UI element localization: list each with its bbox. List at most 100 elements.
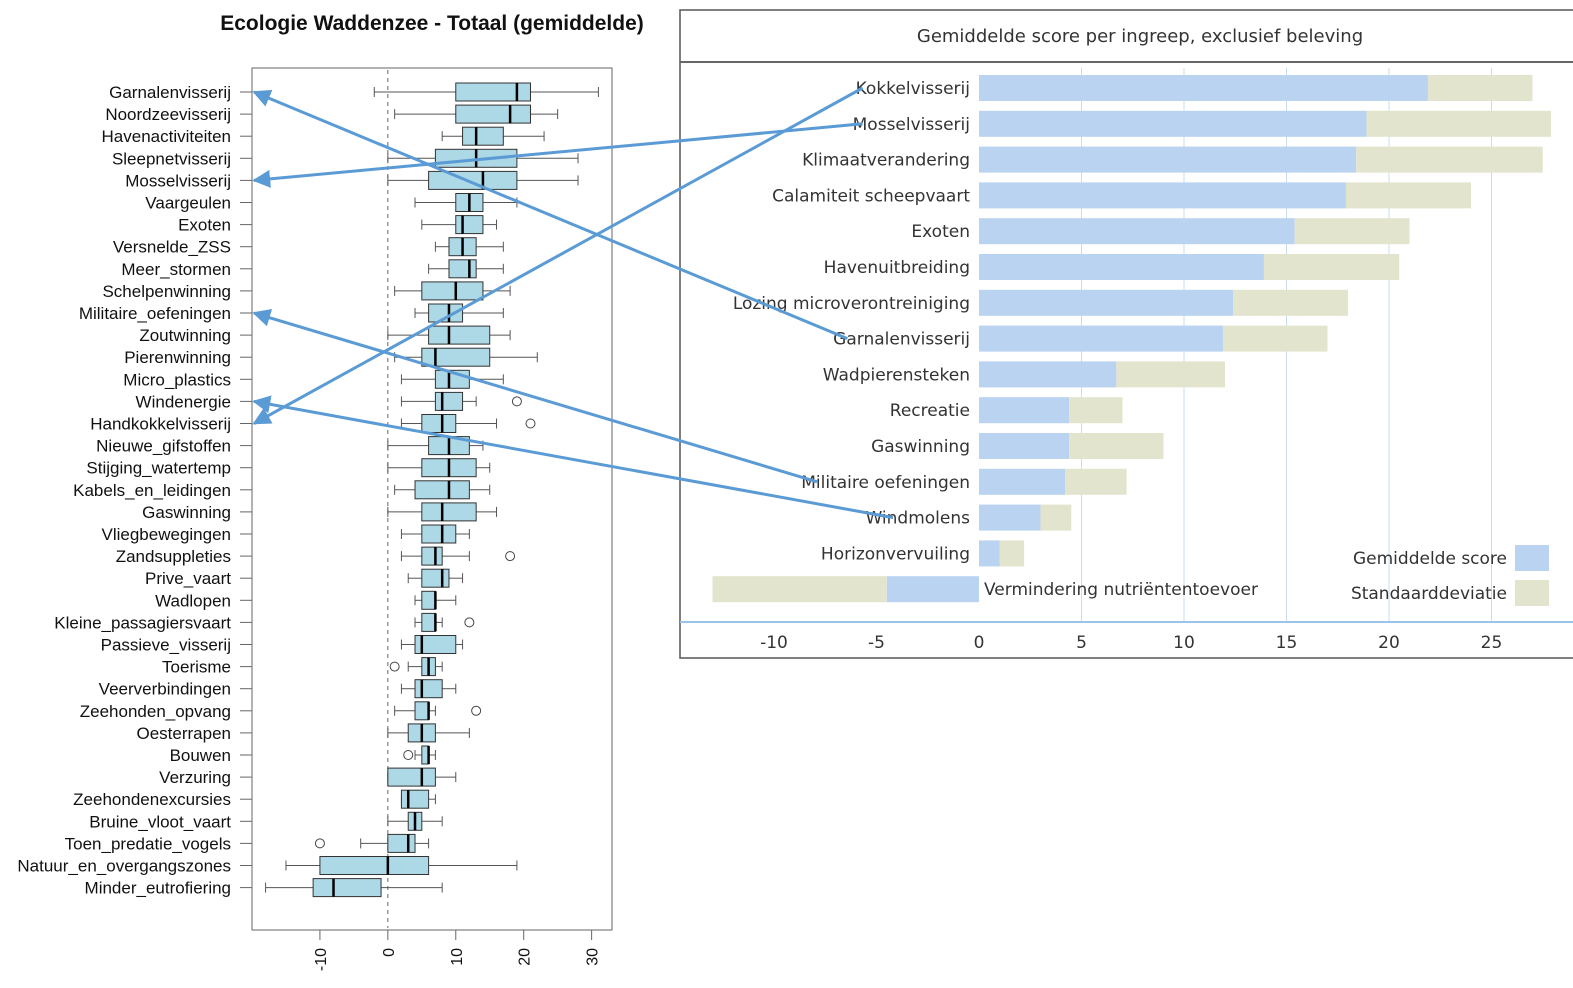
iqr-box	[455, 104, 531, 124]
boxplot-item	[428, 259, 504, 279]
bar-category-label: Kokkelvisserij	[856, 79, 970, 99]
boxplot-category-label: Prive_vaart	[145, 569, 231, 588]
x-tick-label: 0	[381, 948, 398, 957]
boxplot-category-labels: Garnalenvisserij Noordzeevisserij Havenact…	[17, 83, 252, 898]
boxplot-item	[387, 325, 511, 345]
connector-arrow	[252, 122, 863, 188]
bar-x-tick-label: 20	[1378, 633, 1400, 653]
boxplot-item	[407, 568, 464, 588]
iqr-box	[421, 546, 443, 566]
boxplot-item	[403, 745, 436, 765]
bar-chart-panel: Gemiddelde score per ingreep, exclusief …	[679, 9, 1573, 659]
outlier-point	[505, 551, 516, 562]
std-dev-bar	[1116, 361, 1225, 388]
connector-arrow	[252, 86, 864, 425]
std-dev-bar	[1356, 146, 1543, 173]
bar-category-label: Recreatie	[890, 401, 970, 421]
bar-category-label: Mosselvisserij	[853, 115, 970, 135]
iqr-box	[421, 590, 436, 610]
bar-category-label: Militaire oefeningen	[801, 473, 970, 493]
bar-x-tick-label: 10	[1173, 633, 1195, 653]
connector-arrow	[252, 395, 894, 520]
boxplot-category-label: Zeehondenexcursies	[73, 790, 231, 809]
outlier-point	[464, 617, 475, 628]
bar-chart-x-axis: -10 -5 0 5 10 15 20 25	[760, 633, 1502, 653]
std-dev-bar	[1366, 110, 1551, 137]
mean-score-bar	[886, 576, 979, 603]
iqr-box	[414, 480, 470, 500]
iqr-box	[421, 612, 436, 632]
legend-swatch	[1515, 580, 1549, 606]
boxplot-category-label: Havenactiviteiten	[102, 127, 231, 146]
mean-score-bar	[979, 325, 1223, 352]
boxplot-category-label: Pierenwinning	[124, 348, 231, 367]
legend-label: Standaarddeviatie	[1351, 584, 1507, 604]
boxplot-category-label: Vaargeulen	[145, 194, 231, 213]
boxplot-item	[394, 104, 559, 124]
boxplot-category-label: Sleepnetvisserij	[112, 149, 231, 168]
mean-score-bar	[979, 110, 1367, 137]
outlier-point	[525, 418, 536, 429]
bar-category-label: Lozing microverontreiniging	[733, 294, 970, 314]
boxplot-item	[394, 347, 538, 367]
mean-score-bar	[979, 504, 1041, 531]
boxplot-category-label: Nieuwe_gifstoffen	[96, 437, 231, 456]
boxplot-item	[387, 458, 491, 478]
boxplot-title: Ecologie Waddenzee - Totaal (gemiddelde)	[220, 12, 644, 35]
bar-category-label: Windmolens	[866, 509, 971, 529]
boxplot-item	[414, 303, 504, 323]
boxplot-item	[421, 215, 498, 235]
boxplot-category-label: Oesterrapen	[137, 724, 232, 743]
iqr-box	[414, 635, 457, 654]
boxplot-category-label: Zeehonden_opvang	[80, 702, 231, 721]
iqr-box	[428, 303, 464, 323]
iqr-box	[434, 391, 464, 411]
x-tick-label: 30	[585, 948, 602, 966]
iqr-box	[455, 215, 484, 235]
boxplot-category-label: Minder_eutrofiering	[85, 879, 231, 898]
std-dev-bar	[1065, 468, 1127, 495]
iqr-box	[414, 679, 443, 699]
boxplot-category-label: Natuur_en_overgangszones	[17, 857, 231, 876]
mean-score-bar	[979, 146, 1357, 173]
std-dev-bar	[1233, 289, 1348, 316]
outlier-point	[511, 396, 522, 407]
boxplot-category-label: Passieve_visserij	[101, 636, 231, 655]
boxplot-category-label: Stijging_watertemp	[86, 459, 231, 478]
boxplot-item	[373, 82, 599, 102]
boxplot-category-label: Kleine_passagiersvaart	[54, 613, 231, 632]
mean-score-bar	[979, 218, 1295, 245]
boxplot-category-label: Exoten	[178, 216, 231, 235]
boxplot-category-label: Zoutwinning	[139, 326, 231, 345]
boxplot-category-label: Verzuring	[159, 768, 231, 787]
bar-category-label: Horizonvervuiling	[821, 544, 970, 564]
boxplot-item	[400, 789, 436, 809]
boxplot-item	[400, 546, 516, 566]
connector-arrow	[252, 89, 848, 340]
mean-score-bar	[979, 289, 1234, 316]
x-tick-label: 10	[449, 948, 466, 966]
boxplot-item	[414, 590, 457, 610]
std-dev-bar	[1263, 254, 1400, 280]
mean-score-bar	[979, 75, 1428, 101]
bar-x-tick-label: -5	[868, 633, 885, 653]
boxplot-chart: Ecologie Waddenzee - Totaal (gemiddelde)…	[17, 12, 643, 971]
boxplot-category-label: Windenergie	[136, 392, 231, 411]
iqr-box	[421, 414, 457, 433]
bar-category-label: Calamiteit scheepvaart	[772, 186, 970, 206]
outlier-point	[403, 750, 414, 760]
outlier-point	[389, 661, 400, 672]
bar-x-tick-label: 5	[1076, 633, 1087, 653]
boxplot-category-label: Kabels_en_leidingen	[73, 481, 231, 500]
connector-arrow	[252, 309, 818, 484]
boxplot-item	[387, 767, 457, 787]
iqr-box	[462, 126, 504, 146]
boxplot-item	[400, 414, 536, 433]
bar-category-label: Klimaatverandering	[802, 151, 970, 171]
bar-x-tick-label: -10	[760, 633, 788, 653]
boxplot-category-label: Schelpenwinning	[102, 282, 231, 301]
boxplot-item	[434, 237, 504, 257]
boxplot-category-label: Handkokkelvisserij	[90, 415, 231, 434]
boxplot-category-label: Meer_stormen	[121, 260, 231, 279]
